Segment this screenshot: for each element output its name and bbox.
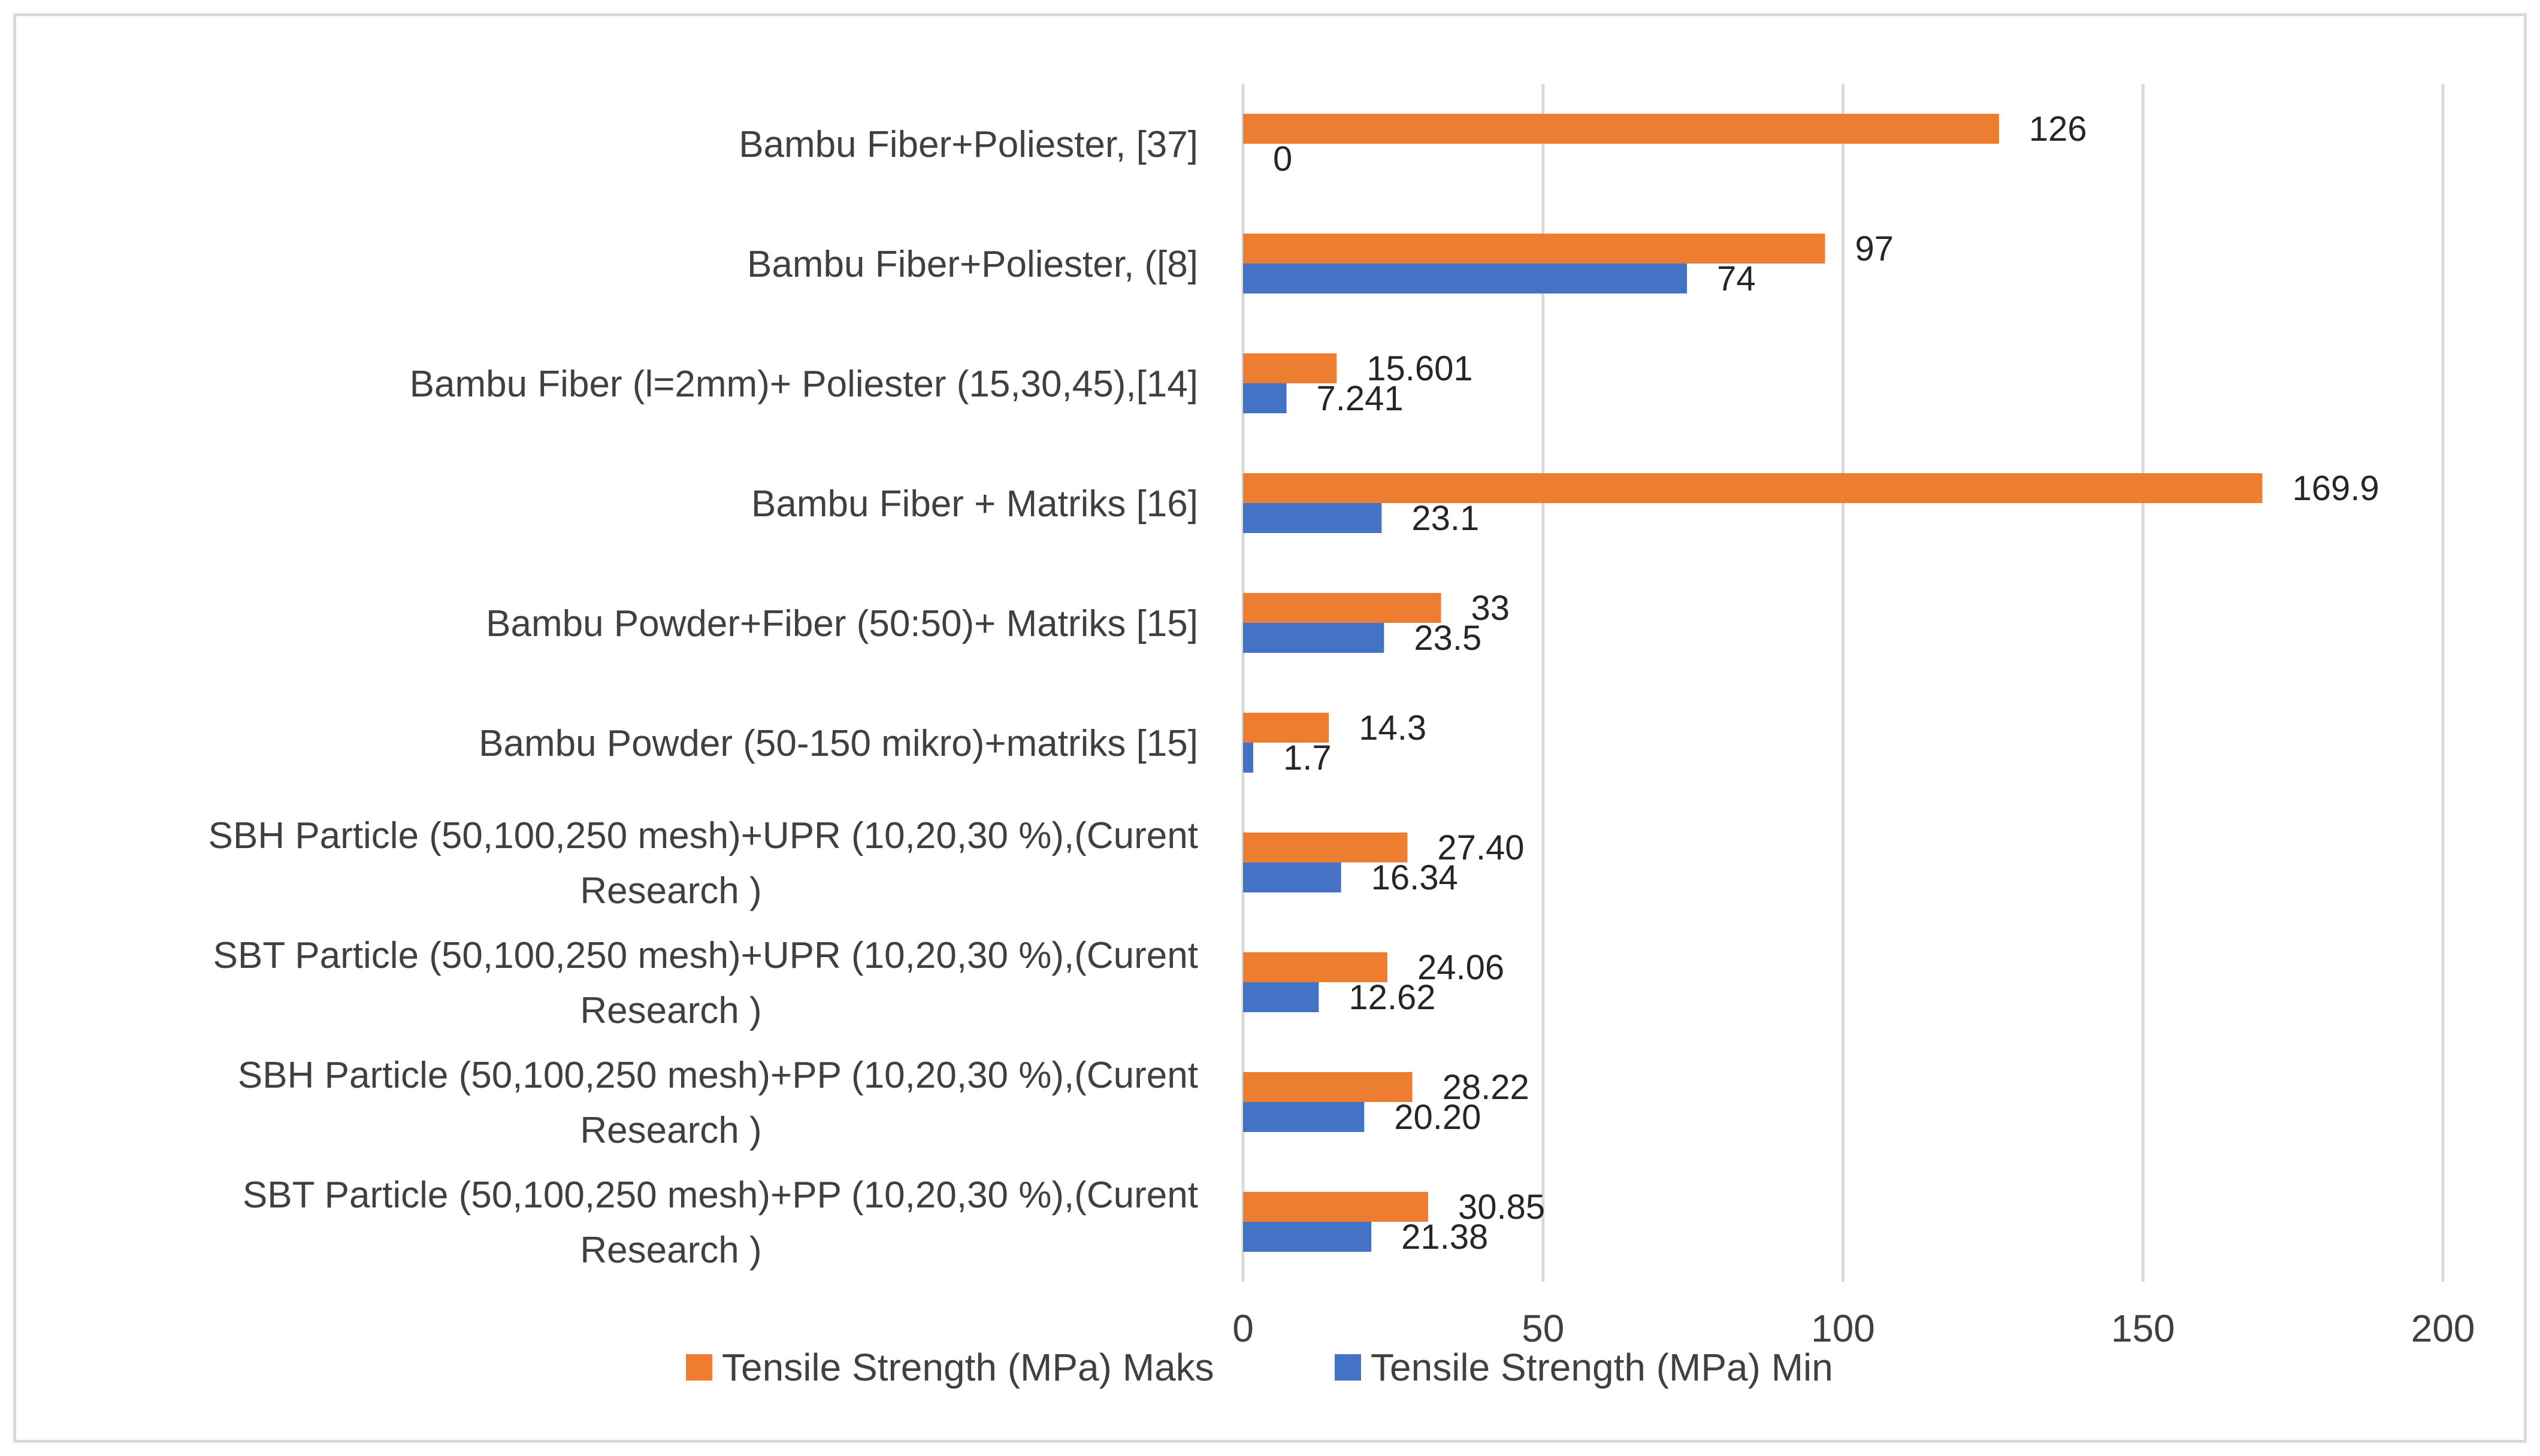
data-label-min: 23.1	[1411, 499, 1479, 538]
legend-label-maks: Tensile Strength (MPa) Maks	[722, 1346, 1214, 1389]
category-label-line: SBT Particle (50,100,250 mesh)+PP (10,20…	[243, 1175, 1198, 1216]
category-label: Bambu Fiber+Poliester, ([8]	[747, 244, 1198, 285]
data-label-min: 23.5	[1414, 619, 1481, 658]
data-label-maks: 33	[1471, 589, 1510, 628]
category-label-line: Research )	[580, 990, 761, 1031]
category-label: SBT Particle (50,100,250 mesh)+UPR (10,2…	[213, 935, 1198, 1031]
bar-min	[1243, 264, 1688, 293]
category-label: Bambu Fiber + Matriks [16]	[751, 483, 1198, 525]
x-tick-label: 50	[1522, 1307, 1564, 1350]
data-label-min: 74	[1717, 259, 1756, 298]
data-label-min: 16.34	[1371, 858, 1458, 897]
bar-maks	[1243, 952, 1387, 982]
bar-min	[1243, 503, 1382, 533]
category-label-line: SBT Particle (50,100,250 mesh)+UPR (10,2…	[213, 935, 1198, 976]
data-label-maks: 24.06	[1417, 948, 1504, 987]
x-tick-label: 100	[1811, 1307, 1875, 1350]
bar-min	[1243, 862, 1341, 892]
bar-maks	[1243, 114, 1999, 144]
legend-swatch-min	[1335, 1354, 1361, 1381]
data-label-maks: 169.9	[2293, 469, 2379, 508]
x-tick-label: 0	[1232, 1307, 1254, 1350]
category-label-line: Research )	[580, 1110, 761, 1151]
bar-min	[1243, 383, 1287, 413]
data-label-min: 12.62	[1348, 978, 1435, 1017]
category-label: SBT Particle (50,100,250 mesh)+PP (10,20…	[243, 1175, 1198, 1271]
category-label-line: Research )	[580, 1230, 761, 1271]
bar-maks	[1243, 1072, 1413, 1102]
data-label-maks: 27.40	[1437, 828, 1524, 867]
category-label-line: Bambu Fiber+Poliester, ([8]	[747, 244, 1198, 285]
legend-swatch-maks	[686, 1354, 712, 1381]
category-label: Bambu Powder+Fiber (50:50)+ Matriks [15]	[486, 603, 1198, 644]
data-label-maks: 14.3	[1359, 709, 1426, 747]
category-label-line: Research )	[580, 870, 761, 912]
bar-min	[1243, 1222, 1372, 1252]
category-label: Bambu Fiber (l=2mm)+ Poliester (15,30,45…	[410, 364, 1198, 405]
bar-min	[1243, 1102, 1365, 1132]
bar-maks	[1243, 593, 1441, 623]
data-label-min: 0	[1273, 140, 1292, 178]
category-label-line: SBH Particle (50,100,250 mesh)+PP (10,20…	[238, 1055, 1198, 1096]
bar-maks	[1243, 234, 1825, 264]
category-label: SBH Particle (50,100,250 mesh)+UPR (10,2…	[208, 815, 1198, 912]
category-label-line: Bambu Fiber + Matriks [16]	[751, 483, 1198, 525]
data-label-min: 7.241	[1317, 379, 1404, 418]
category-label-line: SBH Particle (50,100,250 mesh)+UPR (10,2…	[208, 815, 1198, 856]
bar-maks	[1243, 833, 1408, 862]
data-label-maks: 30.85	[1458, 1188, 1545, 1227]
data-label-min: 20.20	[1394, 1098, 1481, 1137]
bar-maks	[1243, 713, 1329, 743]
bar-min	[1243, 623, 1384, 653]
data-label-maks: 97	[1855, 229, 1894, 268]
x-tick-label: 200	[2411, 1307, 2475, 1350]
data-label-min: 1.7	[1283, 738, 1332, 777]
category-label-line: Bambu Powder+Fiber (50:50)+ Matriks [15]	[486, 603, 1198, 644]
category-label-line: Bambu Fiber+Poliester, [37]	[739, 124, 1198, 165]
x-tick-label: 150	[2111, 1307, 2175, 1350]
bar-maks	[1243, 353, 1337, 383]
category-label: Bambu Powder (50-150 mikro)+matriks [15]	[479, 723, 1198, 764]
category-label: Bambu Fiber+Poliester, [37]	[739, 124, 1198, 165]
bar-min	[1243, 982, 1319, 1012]
data-label-min: 21.38	[1401, 1218, 1488, 1257]
bar-min	[1243, 743, 1254, 773]
bar-maks	[1243, 473, 2263, 503]
category-label: SBH Particle (50,100,250 mesh)+PP (10,20…	[238, 1055, 1198, 1151]
data-label-maks: 126	[2029, 110, 2087, 149]
legend-label-min: Tensile Strength (MPa) Min	[1371, 1346, 1833, 1389]
data-label-maks: 28.22	[1443, 1068, 1529, 1107]
category-label-line: Bambu Fiber (l=2mm)+ Poliester (15,30,45…	[410, 364, 1198, 405]
bar-maks	[1243, 1192, 1428, 1222]
data-label-maks: 15.601	[1366, 349, 1472, 388]
category-label-line: Bambu Powder (50-150 mikro)+matriks [15]	[479, 723, 1198, 764]
